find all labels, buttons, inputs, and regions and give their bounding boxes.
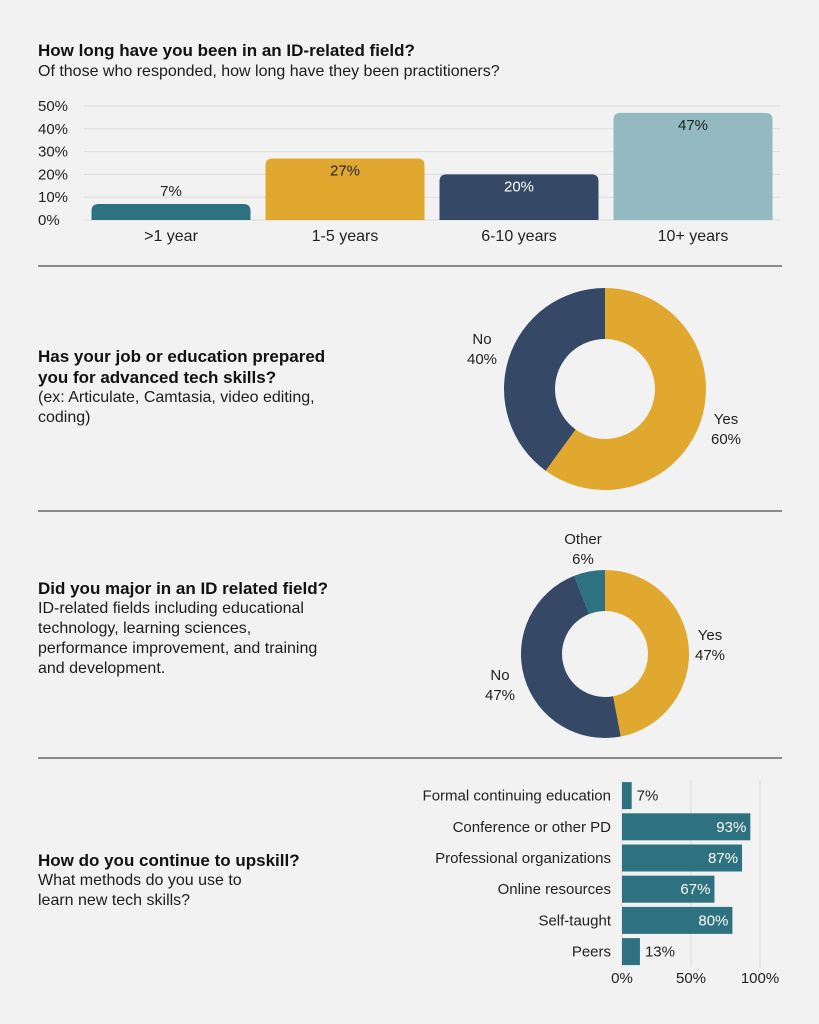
slice-label: No [472, 331, 491, 348]
bar [265, 158, 425, 220]
category-label: Self-taught [538, 912, 611, 929]
donut-slice [545, 288, 706, 490]
divider-1 [38, 265, 782, 267]
section3-sub-line3: performance improvement, and training [38, 640, 318, 657]
bar [622, 782, 632, 810]
slice-label: No [490, 667, 509, 684]
section2-title-line2: you for advanced tech skills? [38, 368, 277, 387]
x-tick-label: 1-5 years [312, 228, 379, 245]
section2-sub-line1: (ex: Articulate, Camtasia, video editing… [38, 389, 315, 406]
section3-sub-line2: technology, learning sciences, [38, 620, 252, 637]
section3-title: Did you major in an ID related field? [38, 579, 328, 598]
section2-sub-line2: coding) [38, 409, 91, 426]
donut-slice [605, 570, 689, 737]
section1-title: How long have you been in an ID-related … [38, 41, 415, 60]
donut-slice [574, 570, 605, 615]
section2-text: Has your job or education prepared you f… [38, 346, 325, 428]
years-bar-chart: 50% 40% 30% 20% 10% 0% 7% >1 year 27% 1-5 years 20… [38, 98, 780, 245]
bar [439, 174, 599, 220]
x-tick-label: 6-10 years [481, 228, 557, 245]
bar-data-label: 67% [680, 881, 710, 898]
bar [622, 844, 743, 872]
divider-2 [38, 510, 782, 512]
upskill-bar-chart: 0% 50% 100% Formal continuing education 7% Co… [423, 780, 779, 987]
slice-label: Yes [698, 627, 722, 644]
bar [622, 875, 715, 903]
slice-value-label: 47% [695, 647, 725, 664]
section3-sub-line4: and development. [38, 660, 166, 677]
bar-data-label: 27% [330, 162, 360, 179]
category-label: Online resources [498, 881, 611, 898]
section1-subtitle: Of those who responded, how long have th… [38, 63, 500, 80]
x-tick-label: 0% [611, 970, 633, 987]
major-donut-chart: Yes 47% No 47% Other 6% [485, 531, 725, 738]
bar-data-label: 87% [708, 850, 738, 867]
divider-3 [38, 757, 782, 759]
section4-title: How do you continue to upskill? [38, 851, 300, 870]
x-tick-label: >1 year [144, 228, 198, 245]
category-label: Peers [572, 944, 611, 961]
slice-label: Other [564, 531, 602, 548]
bar-data-label: 7% [637, 788, 659, 805]
bar [622, 906, 733, 934]
x-tick-label: 10+ years [658, 228, 729, 245]
category-label: Conference or other PD [453, 819, 612, 836]
slice-label: Yes [714, 411, 738, 428]
slice-value-label: 60% [711, 431, 741, 448]
x-tick-label: 50% [676, 970, 706, 987]
bar-data-label: 80% [698, 912, 728, 929]
y-tick-label: 30% [38, 144, 68, 161]
bar [91, 204, 251, 220]
section3-sub-line1: ID-related fields including educational [38, 600, 304, 617]
section4-text: How do you continue to upskill? What met… [38, 850, 300, 911]
category-label: Professional organizations [435, 850, 611, 867]
section4-sub-line1: What methods do you use to [38, 872, 242, 889]
x-tick-label: 100% [741, 970, 779, 987]
bar-data-label: 47% [678, 117, 708, 134]
slice-value-label: 6% [572, 551, 594, 568]
category-label: Formal continuing education [423, 788, 611, 805]
bar-data-label: 7% [160, 183, 182, 200]
y-tick-label: 20% [38, 166, 68, 183]
section4-sub-line2: learn new tech skills? [38, 892, 191, 909]
bar [613, 112, 773, 220]
y-tick-label: 0% [38, 212, 60, 229]
donut-slice [521, 575, 621, 738]
bar [622, 938, 640, 966]
y-tick-label: 50% [38, 98, 68, 115]
bar-data-label: 93% [716, 819, 746, 836]
y-tick-label: 40% [38, 121, 68, 138]
bar [622, 813, 751, 841]
y-tick-label: 10% [38, 189, 68, 206]
tech-skills-donut-chart: Yes 60% No 40% [467, 288, 741, 490]
donut-slice [504, 288, 605, 471]
section2-title-line1: Has your job or education prepared [38, 347, 326, 366]
section3-text: Did you major in an ID related field? ID… [38, 578, 328, 679]
slice-value-label: 40% [467, 351, 497, 368]
bar-data-label: 20% [504, 178, 534, 195]
bar-data-label: 13% [645, 944, 675, 961]
slice-value-label: 47% [485, 687, 515, 704]
